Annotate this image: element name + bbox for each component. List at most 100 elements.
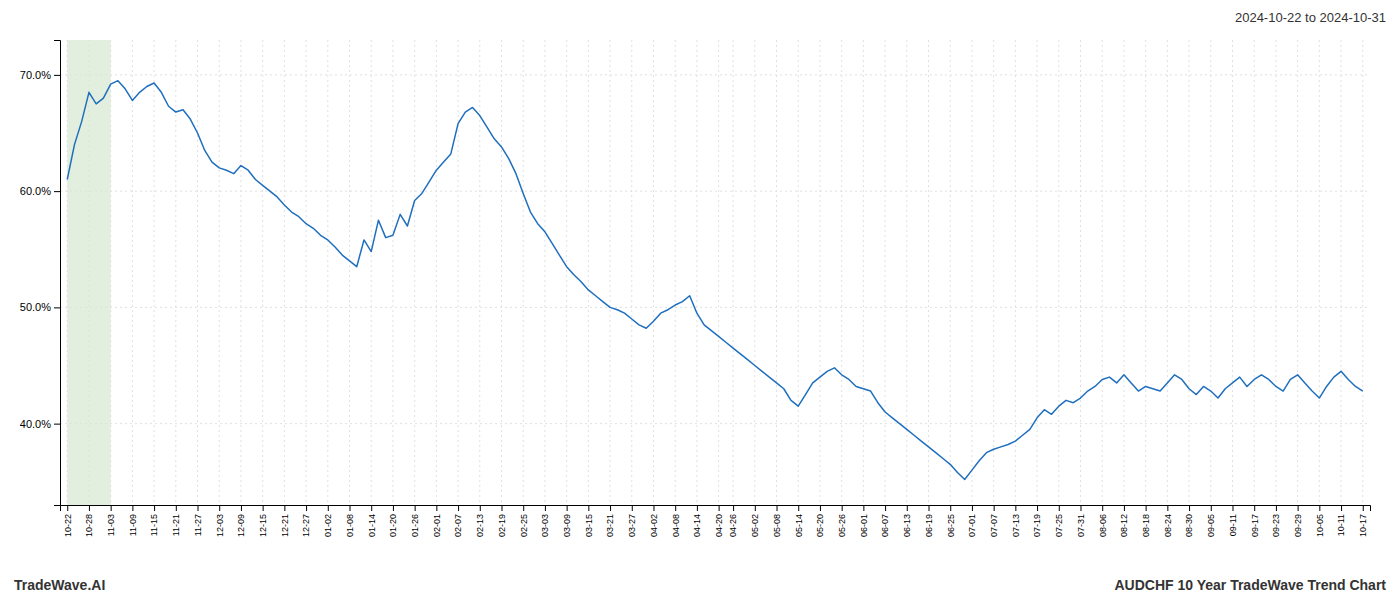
grid-line	[479, 40, 480, 505]
grid-line	[1232, 40, 1233, 505]
tick: 02-01	[432, 505, 442, 537]
tick-mark	[1102, 505, 1103, 511]
tick-label: 01-26	[410, 514, 420, 537]
tick: 01-08	[345, 505, 355, 537]
grid-line	[1058, 40, 1059, 505]
tick-mark	[371, 505, 372, 511]
grid-line	[950, 40, 951, 505]
grid-line	[60, 307, 1370, 308]
tick: 04-08	[671, 505, 681, 537]
grid-line	[798, 40, 799, 505]
grid-line	[219, 40, 220, 505]
grid-line	[1123, 40, 1124, 505]
tick: 08-18	[1141, 505, 1151, 537]
grid-line	[1080, 40, 1081, 505]
grid-line	[566, 40, 567, 505]
tick-mark	[863, 505, 864, 511]
tick-label: 08-24	[1163, 514, 1173, 537]
tick: 03-15	[584, 505, 594, 537]
tick: 06-07	[880, 505, 890, 537]
tick-label: 01-14	[367, 514, 377, 537]
tick: 12-21	[280, 505, 290, 537]
grid-line	[733, 40, 734, 505]
tick-label: 06-01	[859, 514, 869, 537]
grid-line	[928, 40, 929, 505]
tick: 06-13	[902, 505, 912, 537]
grid-line	[60, 74, 1370, 75]
tick-mark	[1146, 505, 1147, 511]
tick: 50.0%	[20, 301, 60, 313]
grid-line	[885, 40, 886, 505]
tick-mark	[907, 505, 908, 511]
tick: 09-17	[1250, 505, 1260, 537]
tick-mark	[950, 505, 951, 511]
grid-line	[1189, 40, 1190, 505]
tick: 10-28	[84, 505, 94, 537]
tick: 04-14	[692, 505, 702, 537]
tick-label: 01-02	[323, 514, 333, 537]
tick-label: 05-08	[772, 514, 782, 537]
tick-label: 09-17	[1250, 514, 1260, 537]
tick-mark	[1059, 505, 1060, 511]
tick-label: 09-29	[1293, 514, 1303, 537]
tick: 02-19	[497, 505, 507, 537]
tick-label: 09-05	[1206, 514, 1216, 537]
tick: 12-09	[236, 505, 246, 537]
tick-label: 07-31	[1076, 514, 1086, 537]
tick: 11-03	[106, 505, 116, 536]
tick-label: 07-19	[1032, 514, 1042, 537]
tick-mark	[284, 505, 285, 511]
grid-line	[501, 40, 502, 505]
grid-line	[132, 40, 133, 505]
tick-label: 50.0%	[20, 301, 51, 313]
tick-mark	[1363, 505, 1364, 511]
tick-mark	[306, 505, 307, 511]
tick-label: 03-21	[605, 514, 615, 537]
tick-mark	[994, 505, 995, 511]
tick-label: 06-07	[880, 514, 890, 537]
tick: 03-09	[562, 505, 572, 537]
tick-label: 40.0%	[20, 418, 51, 430]
grid-line	[327, 40, 328, 505]
tick-mark	[653, 505, 654, 511]
tick-label: 03-03	[540, 514, 550, 537]
grid-line	[863, 40, 864, 505]
grid-line	[284, 40, 285, 505]
grid-line	[1341, 40, 1342, 505]
grid-line	[1145, 40, 1146, 505]
tick-label: 08-06	[1098, 514, 1108, 537]
grid-line	[1102, 40, 1103, 505]
tick-mark	[458, 505, 459, 511]
grid-line	[675, 40, 676, 505]
tick-label: 11-21	[171, 514, 181, 536]
tick-label: 08-18	[1141, 514, 1151, 537]
tick: 11-27	[193, 505, 203, 536]
tick-mark	[67, 505, 68, 511]
tick-mark	[154, 505, 155, 511]
tick-mark	[610, 505, 611, 511]
grid-line	[588, 40, 589, 505]
grid-line	[154, 40, 155, 505]
tick-mark	[328, 505, 329, 511]
tick-label: 10-28	[84, 514, 94, 537]
tick-mark	[436, 505, 437, 511]
tick: 05-08	[772, 505, 782, 537]
tick-mark	[972, 505, 973, 511]
tick-mark	[929, 505, 930, 511]
tick-label: 02-13	[475, 514, 485, 537]
plot-area	[67, 40, 1363, 505]
grid-line	[819, 40, 820, 505]
grid-line	[841, 40, 842, 505]
tick-mark	[755, 505, 756, 511]
tick-label: 01-08	[345, 514, 355, 537]
tick-label: 04-08	[671, 514, 681, 537]
tick-mark	[842, 505, 843, 511]
tick: 05-14	[794, 505, 804, 537]
grid-line	[906, 40, 907, 505]
tick-label: 11-09	[128, 514, 138, 536]
tick: 07-19	[1032, 505, 1042, 537]
tick: 40.0%	[20, 418, 60, 430]
y-axis: 40.0%50.0%60.0%70.0%	[20, 41, 61, 506]
tick-label: 08-30	[1184, 514, 1194, 537]
tick: 70.0%	[20, 69, 60, 81]
